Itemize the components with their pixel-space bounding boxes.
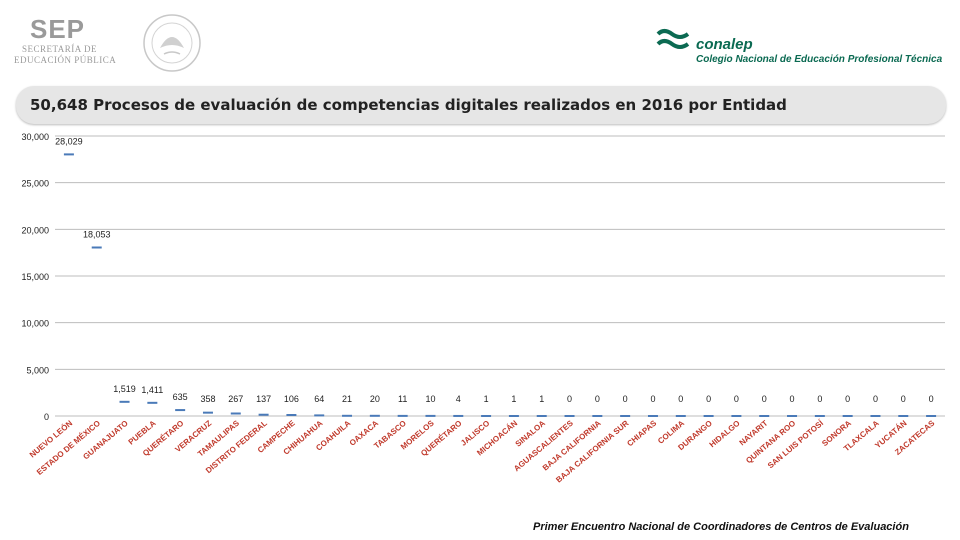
y-tick-label: 25,000 — [21, 179, 49, 189]
data-label: 358 — [200, 394, 215, 404]
page-title: 50,648 Procesos de evaluación de compete… — [30, 96, 787, 114]
data-label: 635 — [173, 392, 188, 402]
data-label: 1 — [511, 394, 516, 404]
sep-logo-text: SEP — [30, 14, 86, 44]
y-tick-label: 15,000 — [21, 272, 49, 282]
data-label: 0 — [734, 394, 739, 404]
data-label: 0 — [762, 394, 767, 404]
conalep-name: conalep — [696, 36, 753, 53]
data-label: 137 — [256, 394, 271, 404]
y-tick-label: 10,000 — [21, 319, 49, 329]
national-seal-icon — [143, 14, 201, 72]
sep-subtitle-line1: SECRETARÍA DE — [22, 44, 98, 54]
data-label: 11 — [398, 394, 407, 404]
data-label: 0 — [873, 394, 878, 404]
footer-text: Primer Encuentro Nacional de Coordinador… — [533, 521, 909, 533]
data-label: 0 — [706, 394, 711, 404]
data-label: 1,411 — [141, 385, 163, 395]
data-label: 0 — [845, 394, 850, 404]
data-label: 1 — [539, 394, 544, 404]
y-tick-label: 30,000 — [21, 132, 49, 142]
data-label: 10 — [425, 394, 435, 404]
header: SEP SECRETARÍA DE EDUCACIÓN PÚBLICA cona… — [0, 0, 960, 84]
x-tick-label: CHIAPAS — [625, 418, 658, 448]
data-label: 1 — [484, 394, 489, 404]
data-label: 18,053 — [83, 230, 111, 240]
conalep-logo-icon — [656, 29, 690, 49]
y-tick-label: 0 — [44, 412, 49, 422]
conalep-full-name: Colegio Nacional de Educación Profesiona… — [696, 54, 943, 65]
data-label: 0 — [929, 394, 934, 404]
title-bar: 50,648 Procesos de evaluación de compete… — [16, 86, 946, 124]
data-label: 64 — [314, 394, 324, 404]
data-label: 0 — [790, 394, 795, 404]
data-label: 21 — [342, 394, 352, 404]
data-label: 267 — [228, 394, 243, 404]
data-label: 0 — [678, 394, 683, 404]
data-label: 28,029 — [55, 136, 83, 146]
y-tick-label: 5,000 — [26, 365, 49, 375]
data-label: 0 — [817, 394, 822, 404]
data-label: 1,519 — [113, 384, 136, 394]
data-label: 0 — [595, 394, 600, 404]
x-tick-label: HIDALGO — [708, 419, 742, 450]
data-label: 0 — [623, 394, 628, 404]
data-label: 0 — [650, 394, 655, 404]
data-label: 0 — [901, 394, 906, 404]
y-tick-label: 20,000 — [21, 225, 49, 235]
data-label: 4 — [456, 394, 461, 404]
sep-subtitle-line2: EDUCACIÓN PÚBLICA — [14, 55, 117, 65]
data-label: 0 — [567, 394, 572, 404]
data-label: 106 — [284, 394, 299, 404]
data-label: 20 — [370, 394, 380, 404]
line-chart: 0 5,000 10,000 15,000 20,000 25,000 30,000 28,0… — [21, 132, 945, 485]
